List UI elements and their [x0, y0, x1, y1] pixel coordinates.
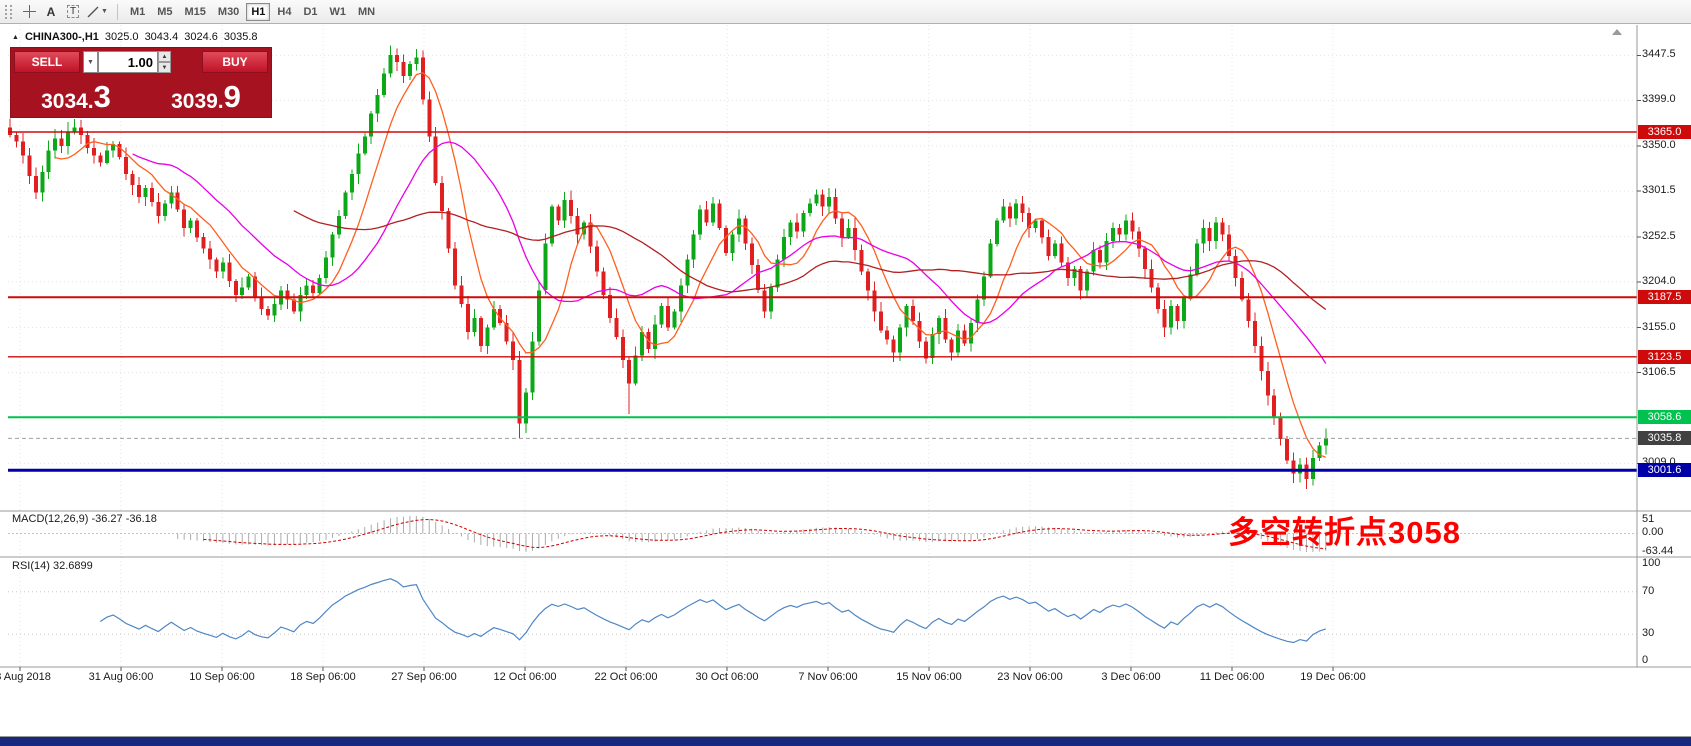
trendline-glyph	[87, 6, 99, 17]
sell-button[interactable]: SELL	[14, 51, 80, 73]
collapse-arrow-icon[interactable]: ▲	[12, 33, 19, 41]
ohlc-low: 3024.6	[184, 31, 218, 43]
candles-layer	[8, 45, 1328, 490]
chart-header: ▲ CHINA300-,H1 3025.0 3043.4 3024.6 3035…	[12, 31, 258, 43]
timeframe-m1[interactable]: M1	[125, 3, 150, 21]
ma-lines	[54, 72, 1327, 458]
volume-dropdown[interactable]: ▼	[83, 51, 98, 73]
timeframe-d1[interactable]: D1	[298, 3, 322, 21]
macd-indicator-label: MACD(12,26,9) -36.27 -36.18	[12, 513, 157, 525]
timeframe-m15[interactable]: M15	[180, 3, 211, 21]
buy-button[interactable]: BUY	[202, 51, 268, 73]
label-tool-glyph: T	[66, 5, 80, 18]
text-tool-icon[interactable]: A	[40, 2, 62, 22]
crosshair-glyph	[22, 5, 36, 18]
window-bottom-bar	[0, 736, 1691, 746]
ohlc-close: 3035.8	[223, 31, 258, 43]
horizontal-lines	[8, 131, 1637, 472]
timeframe-mn[interactable]: MN	[353, 3, 380, 21]
quote-prices: 3034. 3 3039. 9	[11, 74, 271, 117]
buy-price: 3039. 9	[171, 79, 241, 114]
timeframe-m30[interactable]: M30	[213, 3, 244, 21]
chevron-down-icon: ▼	[87, 58, 94, 66]
text-tool-glyph: A	[46, 4, 56, 19]
ohlc-high: 3043.4	[144, 31, 179, 43]
toolbar-grip[interactable]	[5, 4, 12, 19]
macd-pane	[8, 515, 1637, 553]
gridlines	[8, 25, 1637, 667]
sell-button-label: SELL	[31, 55, 63, 69]
timeframe-w1[interactable]: W1	[325, 3, 352, 21]
toolbar-separator	[116, 3, 118, 20]
one-click-trading-panel: SELL ▼ ▲ ▼ BUY 3034.3 3039.9	[10, 47, 272, 118]
symbol-period: CHINA300-,H1	[24, 31, 99, 43]
rsi-pane	[8, 578, 1637, 644]
volume-input[interactable]	[98, 51, 158, 73]
buy-button-label: BUY	[222, 55, 248, 69]
volume-spinner: ▲ ▼	[158, 51, 171, 73]
volume-decrease-button[interactable]: ▼	[158, 62, 171, 73]
timeframe-h1[interactable]: H1	[246, 2, 271, 21]
label-tool-icon[interactable]: T	[62, 2, 84, 22]
ohlc-open: 3025.0	[104, 31, 139, 43]
timeframe-h4[interactable]: H4	[272, 3, 296, 21]
timeframe-group: M1 M5 M15 M30 H1 H4 D1 W1 MN	[124, 2, 381, 21]
crosshair-icon[interactable]	[18, 2, 40, 22]
sell-price: 3034. 3	[41, 79, 111, 114]
pane-frame	[0, 25, 1691, 671]
draw-tools-icon[interactable]: ▼	[84, 2, 111, 22]
chevron-down-icon: ▼	[101, 8, 108, 15]
volume-increase-button[interactable]: ▲	[158, 51, 171, 62]
timeframe-m5[interactable]: M5	[152, 3, 177, 21]
scroll-to-end-icon[interactable]	[1612, 29, 1622, 35]
toolbar: A T ▼ M1 M5 M15 M30 H1 H4 D1 W1 MN	[0, 0, 1691, 24]
chart-annotation-text: 多空转折点3058	[1228, 515, 1461, 550]
rsi-indicator-label: RSI(14) 32.6899	[12, 560, 93, 572]
